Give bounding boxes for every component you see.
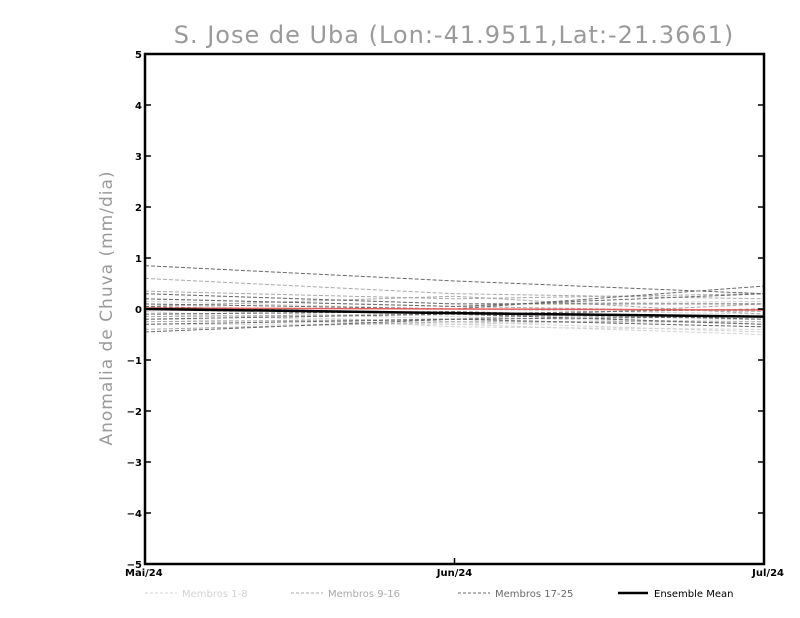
y-tick-label: −3 <box>127 458 142 469</box>
y-tick-label: −5 <box>127 560 142 571</box>
legend-label: Membros 17-25 <box>495 589 573 600</box>
member-line-g1-8 <box>144 311 765 330</box>
ensemble-mean-line <box>144 307 765 318</box>
plot-area <box>144 265 765 335</box>
y-tick-label: 2 <box>135 203 142 214</box>
member-line-g2-4 <box>144 290 765 300</box>
member-line-g2-2 <box>144 295 765 315</box>
y-tick-label: −1 <box>127 356 142 367</box>
x-axis-ticks: Mai/24 Jun/24 Jul/24 <box>125 558 784 579</box>
x-tick-label: Jun/24 <box>436 568 473 579</box>
member-line-g3-7 <box>144 293 765 307</box>
chart-title: S. Jose de Uba (Lon:-41.9511,Lat:-21.366… <box>174 21 735 49</box>
member-line-g3-8 <box>144 318 765 328</box>
member-line-g2-1 <box>144 277 765 300</box>
member-line-g3-5 <box>144 293 764 305</box>
legend-label: Membros 9-16 <box>328 589 400 600</box>
y-tick-label: −4 <box>127 509 142 520</box>
y-tick-label: 1 <box>135 254 142 265</box>
y-axis-ticks: 5 4 3 2 1 0 −1 −2 −3 −4 −5 <box>127 50 764 571</box>
x-tick-label: Jul/24 <box>751 568 784 579</box>
member-line-g1-3 <box>145 323 765 335</box>
member-line-g3-1 <box>144 265 765 295</box>
y-tick-label: 0 <box>135 305 142 316</box>
y-axis-label: Anomalia de Chuva (mm/dia) <box>97 170 117 445</box>
y-tick-label: 5 <box>135 50 142 61</box>
y-tick-label: −2 <box>127 407 142 418</box>
y-tick-label: 4 <box>135 101 142 112</box>
x-tick-label: Mai/24 <box>125 568 163 579</box>
member-line-g3-6 <box>144 311 765 320</box>
y-tick-label: 3 <box>135 152 142 163</box>
legend-label: Membros 1-8 <box>182 589 248 600</box>
legend-label: Ensemble Mean <box>654 589 733 600</box>
member-line-g2-3 <box>144 321 764 330</box>
legend: Membros 1-8 Membros 9-16 Membros 17-25 Ense… <box>145 589 733 600</box>
member-line-g3-3 <box>144 285 765 310</box>
red-series-line <box>144 307 765 311</box>
